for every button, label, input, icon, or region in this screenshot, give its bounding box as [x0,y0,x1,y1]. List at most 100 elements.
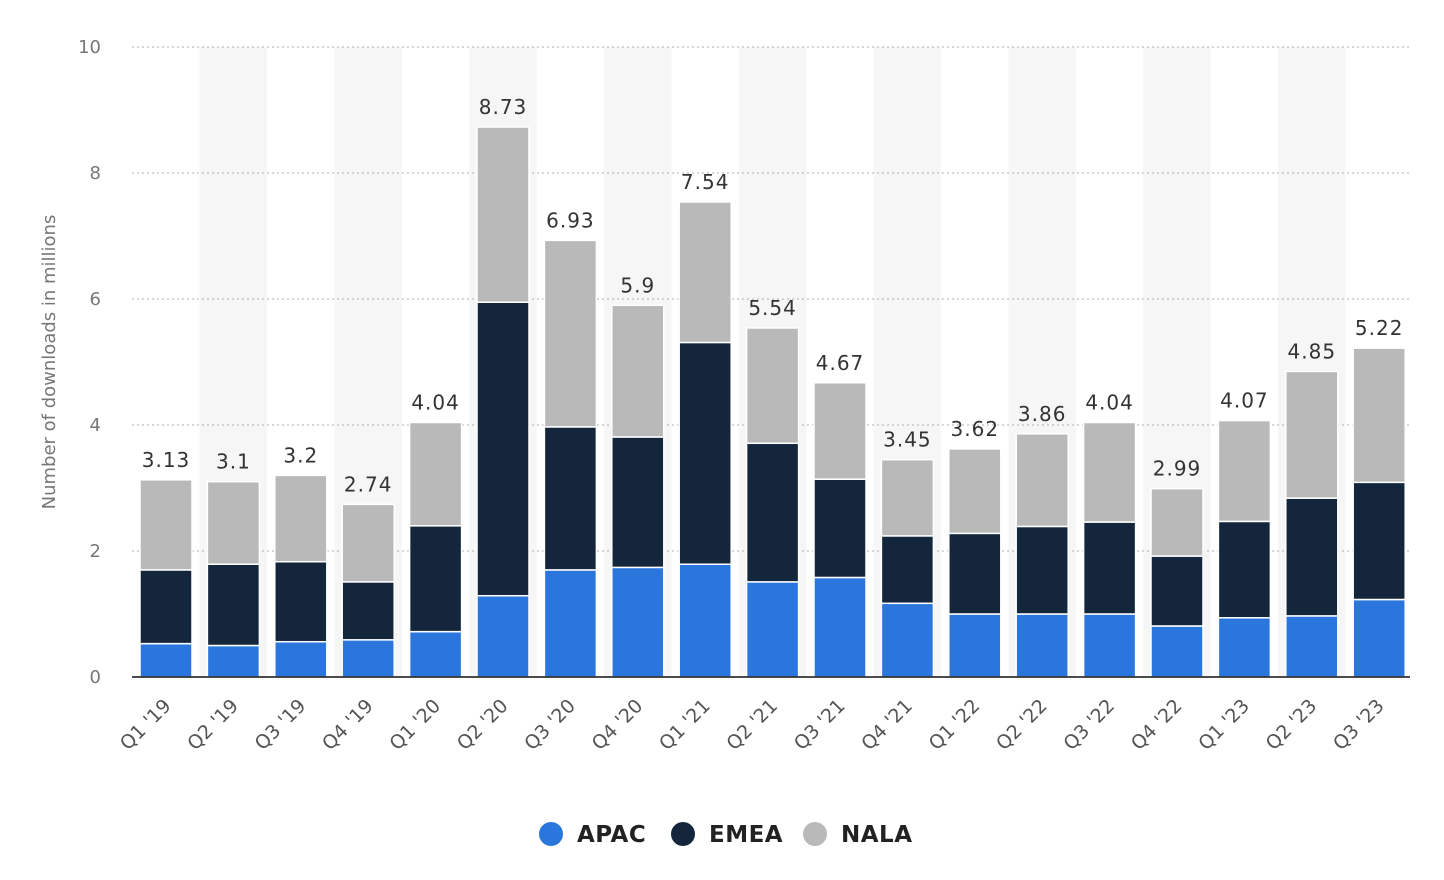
x-tick-label: Q4 '19 [318,695,378,755]
bar-segment-emea [1150,555,1204,627]
y-tick-label: 4 [90,415,101,436]
bar-total-label: 4.04 [411,390,460,414]
x-tick-label: Q1 '19 [116,695,176,755]
x-tick-label: Q1 '21 [655,695,715,755]
bar-segment-nala [1217,419,1272,523]
bar-segment-apac [1217,617,1272,678]
bar-segment-apac [1082,613,1137,678]
bar-total-label: 4.04 [1085,390,1134,414]
x-tick-label: Q1 '20 [385,695,445,755]
x-tick-label: Q4 '20 [588,695,648,755]
bar-segment-emea [139,569,193,645]
bar-segment-apac [341,639,395,678]
bar-segment-apac [678,563,732,678]
bar-segment-nala [476,126,530,303]
bar-segment-emea [678,341,732,565]
bar-total-label: 2.74 [344,472,393,496]
y-tick-label: 2 [90,541,101,562]
x-tick-label: Q3 '20 [520,695,580,755]
bar-total-label: 6.93 [546,208,595,232]
bar-segment-emea [745,442,800,583]
x-tick-label: Q2 '22 [992,695,1052,755]
bar-segment-emea [1082,521,1137,615]
legend-item-nala[interactable]: NALA [803,822,913,848]
bar-total-label: 3.13 [142,448,191,472]
bar-segment-emea [206,563,261,647]
bar-segment-nala [1082,421,1137,523]
bar-segment-nala [745,327,800,445]
bar-segment-apac [1015,613,1069,678]
bar-segment-apac [274,640,328,678]
bar-segment-apac [745,581,800,678]
bar-segment-apac [206,644,261,678]
x-axis-ticks: Q1 '19 Q2 '19 Q3 '19 Q4 '19 Q1 '20 Q2 '20 Q3 '… [116,695,1389,755]
bar-total-label: 8.73 [479,95,528,119]
bar-total-label: 3.86 [1018,402,1067,426]
x-tick-label: Q3 '21 [790,695,850,755]
bar-total-labels: 3.13 3.1 3.2 2.74 4.04 8.73 6.93 5.9 7.54 5.54 4.6… [142,95,1403,496]
bar-total-label: 7.54 [681,170,730,194]
bar-segment-apac [543,569,598,678]
bar-segment-emea [341,581,395,641]
bar-segment-apac [408,630,463,678]
x-tick-label: Q3 '19 [251,695,311,755]
x-tick-label: Q2 '20 [453,695,513,755]
bar-series [139,126,1406,678]
legend-item-apac[interactable]: APAC [539,822,646,848]
bar-segment-nala [1015,433,1069,528]
bar-segment-emea [274,560,328,643]
y-tick-label: 0 [90,667,101,688]
y-axis-title: Number of downloads in millions [39,215,60,510]
bar-segment-apac [948,613,1002,678]
bar-segment-nala [274,474,328,563]
y-tick-label: 6 [90,289,101,310]
legend-marker [671,822,695,846]
legend-marker [539,822,563,846]
bar-segment-apac [1150,625,1204,678]
y-axis-ticks: 0 2 4 6 8 10 [78,37,101,688]
x-tick-label: Q4 '21 [857,695,917,755]
bar-total-label: 4.67 [816,351,865,375]
legend-label: NALA [841,822,913,848]
bar-segment-apac [1352,598,1406,678]
x-tick-label: Q2 '21 [722,695,782,755]
bar-total-label: 3.2 [283,443,318,467]
bar-segment-apac [880,602,935,678]
bar-segment-nala [948,448,1002,535]
bar-segment-apac [476,594,530,678]
bar-segment-emea [880,535,935,605]
bar-segment-nala [1285,370,1339,499]
x-tick-label: Q1 '22 [925,695,985,755]
bar-segment-nala [880,458,935,537]
bar-segment-emea [1015,525,1069,615]
bar-segment-nala [1352,347,1406,484]
bar-segment-emea [813,478,867,579]
bar-total-label: 3.62 [951,417,1000,441]
bar-segment-nala [678,201,732,344]
bar-segment-emea [408,525,463,633]
bar-segment-emea [476,301,530,597]
bar-total-label: 5.9 [620,273,655,297]
x-tick-label: Q3 '22 [1059,695,1119,755]
y-tick-label: 8 [90,163,101,184]
bar-segment-emea [1217,520,1272,619]
bar-segment-nala [1150,487,1204,557]
bar-segment-emea [611,436,665,569]
legend: APAC EMEA NALA [539,822,913,848]
bar-segment-nala [543,239,598,428]
legend-label: APAC [577,822,646,848]
bar-segment-nala [341,503,395,583]
bar-segment-nala [139,479,193,571]
bar-total-label: 3.1 [216,450,251,474]
bar-segment-emea [948,532,1002,615]
bar-segment-apac [139,642,193,678]
bar-segment-apac [813,576,867,678]
legend-item-emea[interactable]: EMEA [671,822,783,848]
x-tick-label: Q1 '23 [1194,695,1254,755]
legend-label: EMEA [709,822,783,848]
y-tick-label: 10 [78,37,101,58]
bar-segment-nala [813,382,867,480]
x-tick-label: Q2 '23 [1262,695,1322,755]
